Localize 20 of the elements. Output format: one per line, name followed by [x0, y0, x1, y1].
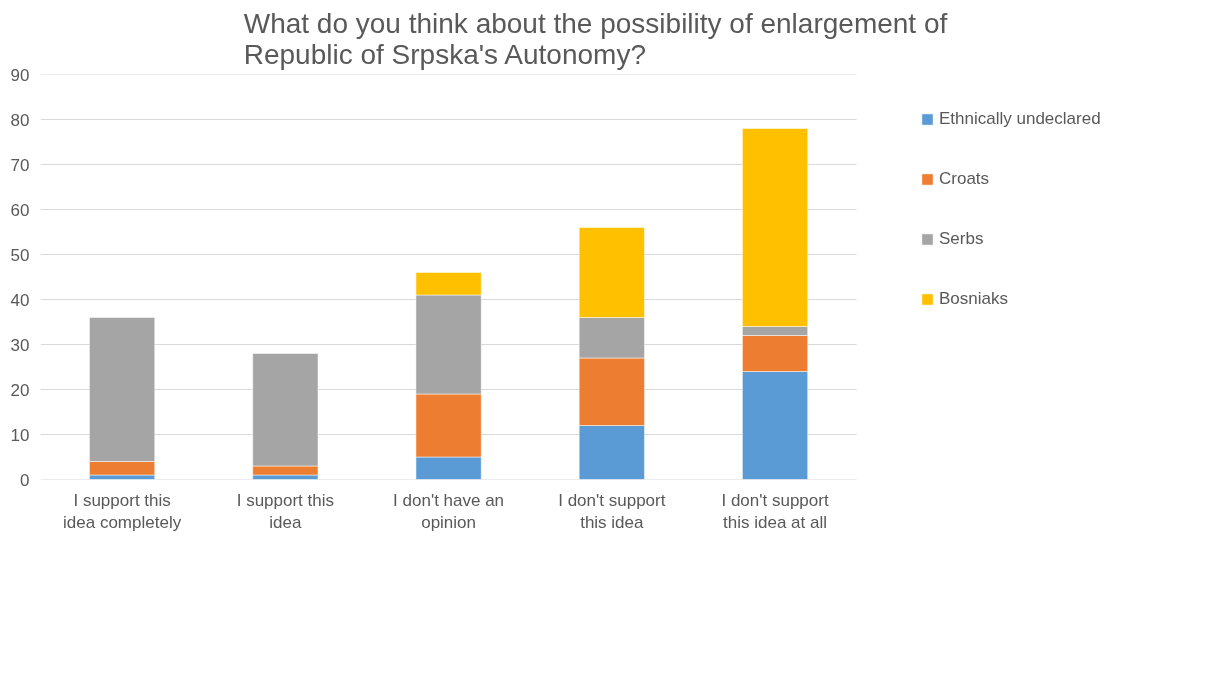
legend-label: Bosniaks	[939, 289, 1008, 309]
y-tick-label: 20	[10, 380, 30, 400]
y-tick-label: 70	[10, 155, 30, 175]
x-tick-label: I support this idea completely	[63, 490, 182, 533]
legend-label: Croats	[939, 169, 990, 189]
chart-title: What do you think about the possibility of enlargement of Republic of Srpska's Autonomy?	[243, 7, 948, 70]
y-tick-label: 80	[10, 110, 30, 130]
y-tick-label: 0	[20, 470, 30, 490]
y-tick-label: 30	[10, 335, 30, 355]
y-tick-label: 40	[10, 290, 30, 310]
y-tick-label: 60	[10, 200, 30, 220]
legend-label: Ethnically undeclared	[939, 109, 1101, 129]
x-tick-label: I don't have an opinion	[393, 490, 505, 533]
y-tick-label: 90	[10, 65, 30, 85]
x-tick-label: I support this idea	[236, 490, 335, 533]
y-tick-label: 10	[10, 425, 30, 445]
legend-label: Serbs	[939, 229, 984, 249]
x-tick-label: I don't support this idea at all	[721, 490, 829, 533]
y-tick-label: 50	[10, 245, 30, 265]
x-tick-label: I don't support this idea	[558, 490, 666, 533]
